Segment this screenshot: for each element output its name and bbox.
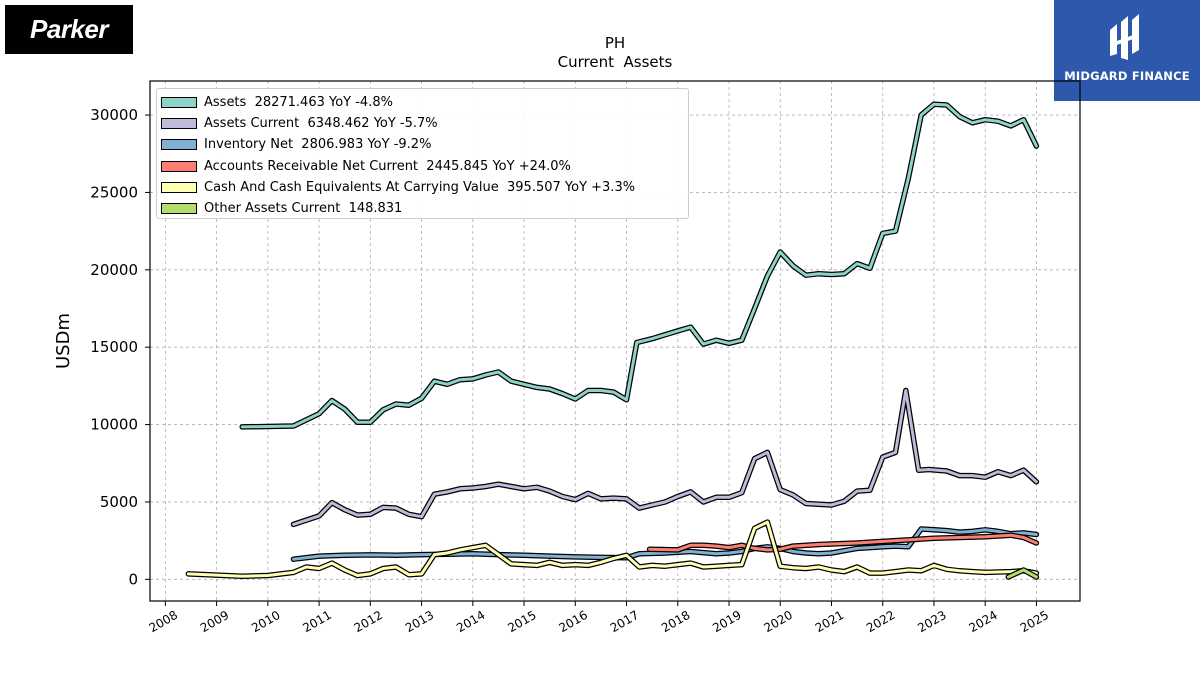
series-line xyxy=(1006,568,1038,579)
legend-item: Accounts Receivable Net Current 2445.845… xyxy=(161,156,688,177)
chart-title: PH xyxy=(605,34,625,52)
x-tick-label: 2023 xyxy=(915,608,948,635)
series-line xyxy=(648,533,1038,552)
legend-item: Assets Current 6348.462 YoY -5.7% xyxy=(161,113,688,134)
series-accounts-receivable-net-current xyxy=(646,532,1040,553)
legend-label: Assets 28271.463 YoY -4.8% xyxy=(204,95,393,111)
series-inventory-net xyxy=(290,526,1040,562)
x-tick-label: 2013 xyxy=(403,608,436,635)
x-tick-label: 2021 xyxy=(813,608,846,635)
x-tick-label: 2024 xyxy=(966,608,999,635)
x-tick-label: 2019 xyxy=(710,608,743,635)
legend-label: Inventory Net 2806.983 YoY -9.2% xyxy=(204,137,432,153)
legend-swatch xyxy=(161,160,197,172)
x-tick-label: 2022 xyxy=(864,608,897,635)
legend-swatch xyxy=(161,203,197,215)
x-tick-label: 2025 xyxy=(1018,608,1051,635)
x-tick-label: 2017 xyxy=(608,608,641,635)
midgard-finance-wordmark: MIDGARD FINANCE xyxy=(1064,69,1190,83)
midgard-mark-icon xyxy=(1110,14,1139,60)
x-tick-label: 2016 xyxy=(557,608,590,635)
x-tick-label: 2011 xyxy=(300,608,333,635)
x-tick-label: 2008 xyxy=(147,608,180,635)
legend-swatch xyxy=(161,181,197,193)
x-tick-label: 2009 xyxy=(198,608,231,635)
x-tick-label: 2012 xyxy=(352,608,385,635)
series-cash-and-cash-equivalents-at-carrying-value xyxy=(185,519,1040,579)
chart-legend: Assets 28271.463 YoY -4.8% Assets Current… xyxy=(156,88,689,219)
series-line xyxy=(240,102,1038,429)
legend-swatch xyxy=(161,139,197,151)
parker-logo-text: Parker xyxy=(30,14,108,44)
x-tick-label: 2014 xyxy=(454,608,487,635)
legend-item: Assets 28271.463 YoY -4.8% xyxy=(161,92,688,113)
chart-subtitle: Current Assets xyxy=(558,53,673,71)
x-tick-label: 2018 xyxy=(659,608,692,635)
x-tick-label: 2015 xyxy=(505,608,538,635)
parker-logo: Parker xyxy=(5,5,133,54)
legend-item: Other Assets Current 148.831 xyxy=(161,198,688,219)
series-other-assets-current xyxy=(1005,567,1040,580)
y-tick-label: 5000 xyxy=(100,493,138,511)
plot-frame xyxy=(149,80,1081,602)
legend-label: Cash And Cash Equivalents At Carrying Va… xyxy=(204,179,636,195)
series-assets xyxy=(239,101,1040,430)
legend-item: Cash And Cash Equivalents At Carrying Va… xyxy=(161,177,688,198)
legend-label: Other Assets Current 148.831 xyxy=(204,201,403,217)
y-axis-label: USDm xyxy=(53,313,74,369)
legend-item: Inventory Net 2806.983 YoY -9.2% xyxy=(161,134,688,155)
midgard-finance-logo: MIDGARD FINANCE xyxy=(1054,0,1200,101)
grid-lines xyxy=(150,81,1080,601)
series-line-outline xyxy=(290,387,1040,528)
series-layer xyxy=(185,101,1040,580)
y-tick-label: 20000 xyxy=(90,261,138,279)
y-tick-label: 15000 xyxy=(90,338,138,356)
series-line xyxy=(292,389,1038,526)
x-tick-label: 2010 xyxy=(249,608,282,635)
y-tick-label: 25000 xyxy=(90,183,138,201)
legend-swatch xyxy=(161,97,197,109)
y-tick-label: 0 xyxy=(128,570,138,588)
series-line xyxy=(186,520,1038,578)
y-tick-label: 10000 xyxy=(90,416,138,434)
y-tick-label: 30000 xyxy=(90,106,138,124)
legend-swatch xyxy=(161,118,197,130)
series-assets-current xyxy=(290,387,1040,528)
series-line xyxy=(292,527,1038,561)
legend-label: Assets Current 6348.462 YoY -5.7% xyxy=(204,116,438,132)
legend-label: Accounts Receivable Net Current 2445.845… xyxy=(204,158,571,174)
x-tick-label: 2020 xyxy=(762,608,795,635)
